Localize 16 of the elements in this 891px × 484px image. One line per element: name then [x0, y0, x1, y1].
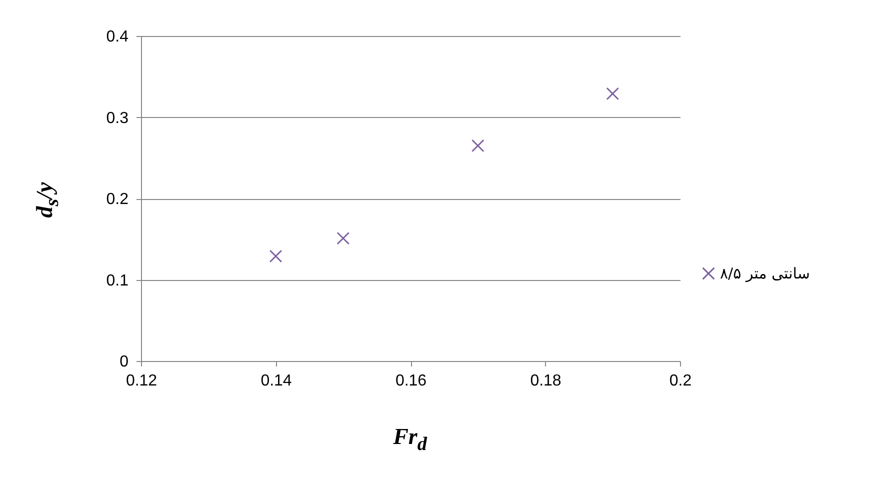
y-tick-label: 0.1 — [106, 272, 129, 290]
x-axis-title: Fr$_{d}$ — [393, 424, 427, 456]
y-tick-label: 0.4 — [106, 28, 129, 46]
x-tick-label: 0.18 — [530, 372, 562, 390]
y-tick-label: 0.3 — [106, 110, 129, 127]
y-tick-label: 0 — [120, 354, 129, 370]
point — [606, 87, 620, 100]
x-tick-label: 0.14 — [260, 372, 292, 390]
y-tick-label: 0.2 — [106, 191, 129, 208]
x-tick-label: 0.12 — [126, 372, 158, 390]
point — [471, 139, 484, 152]
point — [269, 250, 282, 263]
legend-label: ۸/۵ سانتی متر — [720, 264, 810, 282]
x-tick-label: 0.16 — [395, 372, 427, 390]
point — [336, 232, 350, 245]
x-tick-label: 0.2 — [669, 372, 692, 390]
